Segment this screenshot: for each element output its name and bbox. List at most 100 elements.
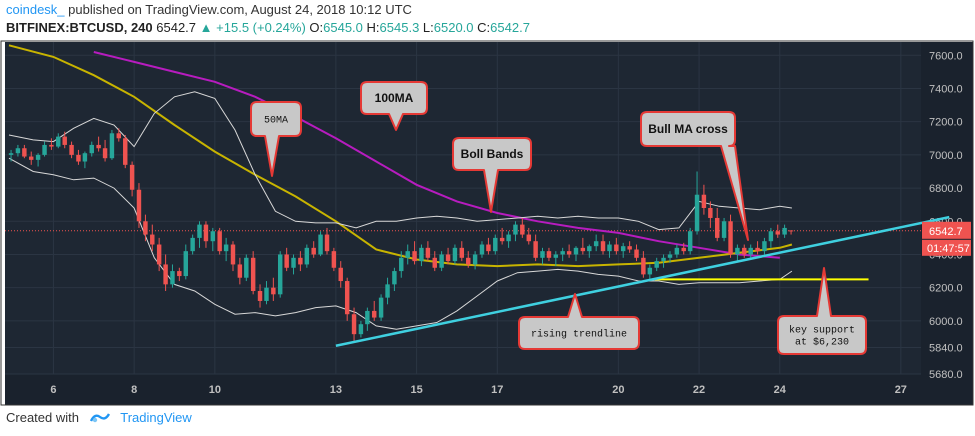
candle-body (607, 244, 612, 252)
y-tick-label: 7200.0 (929, 117, 963, 129)
candle-body (566, 251, 572, 255)
callout-boll-bands: Boll Bands (452, 137, 532, 213)
candle-body (782, 227, 787, 235)
candle-body (546, 251, 552, 258)
callout-shape (452, 137, 532, 213)
tradingview-brand[interactable]: TradingView (120, 410, 192, 425)
countdown-box (922, 239, 971, 256)
candle-body (513, 224, 518, 235)
open-label: O: (309, 20, 324, 35)
candle-body (553, 254, 559, 258)
candle-body (143, 221, 148, 235)
x-tick-label: 22 (693, 384, 705, 396)
candle-body (788, 230, 794, 232)
candle-body (82, 153, 88, 162)
candle-body (708, 208, 713, 218)
callout-shape (518, 293, 640, 350)
candle-body (405, 251, 410, 258)
last-price: 6542.7 (156, 20, 197, 35)
candle-body (742, 247, 747, 255)
candle-body (694, 194, 700, 232)
candle-body (8, 153, 14, 155)
candle-body (479, 244, 485, 255)
candle-body (291, 257, 296, 268)
candle-body (439, 254, 444, 268)
candle-body (701, 194, 707, 208)
symbol-line: BITFINEX:BTCUSD, 240 6542.7 ▲ +15.5 (+0.… (6, 20, 530, 35)
candle-body (123, 138, 128, 165)
candle-body (351, 314, 357, 335)
callout-text: key support (789, 325, 855, 337)
candle-body (89, 144, 94, 154)
candle-body (634, 249, 639, 258)
candle-body (62, 136, 67, 145)
candle-body (667, 254, 673, 258)
callout-text: Bull MA cross (648, 122, 728, 136)
symbol-label: BITFINEX:BTCUSD, 240 (6, 20, 153, 35)
candle-body (116, 133, 122, 139)
created-with-label: Created with (6, 410, 79, 425)
candle-body (109, 133, 115, 159)
candle-body (768, 231, 774, 242)
callout-text: rising trendline (531, 329, 627, 341)
published-info: published on TradingView.com, August 24,… (68, 2, 412, 17)
candle-body (681, 247, 686, 252)
candle-body (459, 247, 465, 258)
author-name[interactable]: coindesk_ (6, 2, 65, 17)
candle-body (35, 154, 41, 160)
candle-body (183, 251, 188, 277)
price-axis (921, 42, 973, 374)
callout-shape (640, 111, 749, 241)
callout-rising-trendline: rising trendline (518, 293, 640, 350)
x-tick-label: 6 (50, 384, 56, 396)
candle-body (230, 244, 236, 265)
candle-body (412, 251, 417, 262)
tradingview-logo-icon (89, 411, 111, 426)
candle-body (641, 257, 646, 275)
candle-body (15, 148, 21, 154)
high-value: 6545.3 (379, 20, 420, 35)
candle-body (715, 217, 720, 238)
x-tick-label: 24 (774, 384, 787, 396)
candle-body (56, 136, 61, 147)
candle-body (661, 257, 666, 262)
x-tick-label: 27 (895, 384, 907, 396)
callout-shape (250, 101, 302, 177)
candle-body (150, 234, 155, 245)
callout-bull-ma-cross: Bull MA cross (640, 111, 749, 241)
candle-body (419, 247, 424, 262)
candle-body (365, 310, 370, 325)
low-value: 6520.0 (433, 20, 474, 35)
candle-body (49, 144, 54, 147)
callout-text: Boll Bands (461, 147, 524, 161)
candle-body (399, 257, 404, 272)
price-chart[interactable]: 5680.05840.06000.06200.06400.06600.06800… (0, 40, 975, 407)
candle-body (304, 247, 310, 265)
candle-body (129, 164, 135, 190)
candle-body (76, 154, 81, 162)
candle-body (728, 221, 733, 255)
footer: Created with TradingView (6, 410, 192, 426)
candle-body (445, 254, 451, 262)
candle-body (432, 257, 437, 268)
candle-body (472, 254, 478, 265)
price-tag-box (922, 221, 971, 239)
countdown-text: 01:47:57 (927, 243, 970, 255)
callout-text: 50MA (264, 116, 288, 127)
candle-body (533, 241, 538, 258)
candle-body (654, 261, 659, 268)
candle-body (614, 244, 619, 252)
up-arrow-icon: ▲ (199, 20, 213, 35)
y-tick-label: 6800.0 (929, 183, 963, 195)
candle-body (687, 231, 693, 252)
candle-body (499, 237, 505, 242)
candle-body (392, 271, 397, 285)
close-value: 6542.7 (490, 20, 530, 35)
open-value: 6545.0 (323, 20, 363, 35)
close-label: C: (477, 20, 491, 35)
candle-body (762, 241, 767, 252)
candle-body (425, 247, 431, 258)
y-tick-label: 7600.0 (929, 50, 963, 62)
price-change: +15.5 (+0.24%) (216, 20, 306, 35)
candle-body (620, 246, 626, 252)
